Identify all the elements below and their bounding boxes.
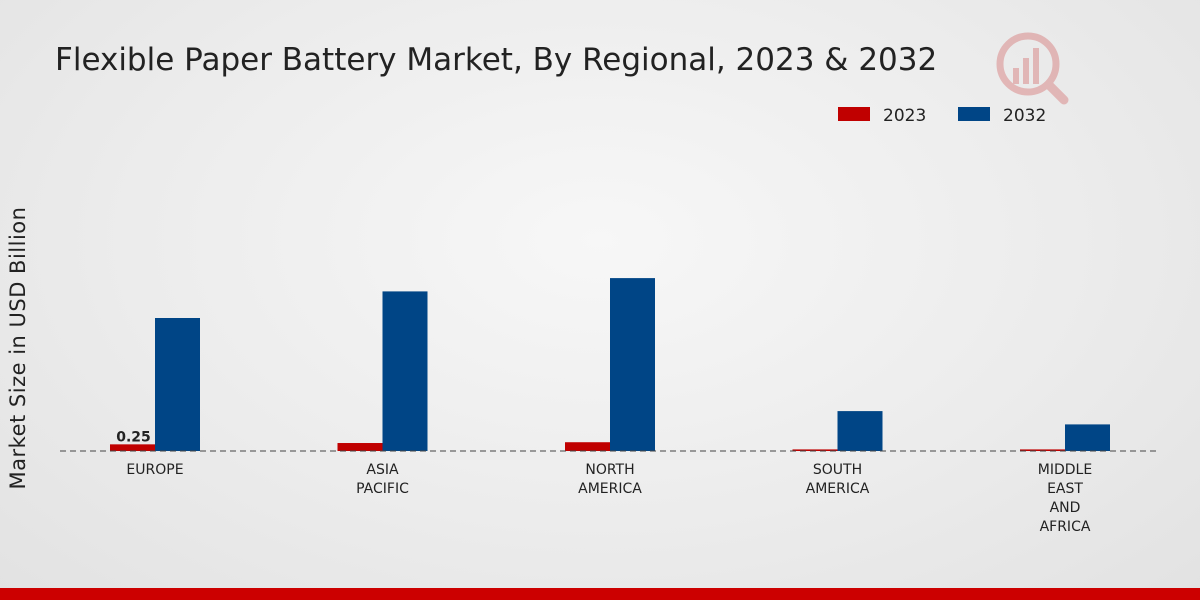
legend: 2023 2032 bbox=[838, 106, 1046, 126]
x-tick-line: SOUTH bbox=[813, 462, 862, 478]
footer-accent-bar bbox=[0, 588, 1200, 600]
x-tick-label: EUROPE bbox=[126, 462, 183, 478]
x-tick-line: NORTH bbox=[585, 462, 634, 478]
legend-swatch-2023 bbox=[838, 107, 870, 121]
x-tick-label: SOUTH AMERICA bbox=[806, 462, 870, 497]
x-tick-line: EUROPE bbox=[126, 462, 183, 478]
x-tick-label: NORTH AMERICA bbox=[578, 462, 642, 497]
data-label: 0.25 bbox=[116, 429, 151, 445]
x-tick-labels: EUROPE ASIA PACIFIC NORTH AMERICA SOUTH AMERIC… bbox=[126, 462, 1092, 535]
bar-2023-europe bbox=[110, 444, 155, 451]
bar-2032-south-america bbox=[837, 411, 883, 451]
bar-2023-middle-east-and-africa bbox=[1020, 449, 1065, 451]
bar-2032-asia-pacific bbox=[382, 291, 428, 451]
x-tick-line: PACIFIC bbox=[356, 481, 409, 497]
x-tick-line: AMERICA bbox=[806, 481, 870, 497]
bar-2023-asia-pacific bbox=[337, 443, 383, 451]
watermark-logo bbox=[996, 32, 1069, 105]
x-tick-line: MIDDLE bbox=[1038, 462, 1092, 478]
x-tick-line: ASIA bbox=[366, 462, 399, 478]
x-tick-line: AMERICA bbox=[578, 481, 642, 497]
bar-2032-north-america bbox=[610, 278, 655, 451]
x-tick-line: AND bbox=[1050, 500, 1081, 516]
bars-group bbox=[110, 278, 1110, 451]
bar-2032-middle-east-and-africa bbox=[1065, 424, 1110, 451]
y-axis-label: Market Size in USD Billion bbox=[6, 207, 30, 490]
bar-2023-south-america bbox=[792, 449, 838, 451]
bar-2023-north-america bbox=[565, 442, 610, 451]
x-tick-label: ASIA PACIFIC bbox=[356, 462, 409, 497]
chart-title: Flexible Paper Battery Market, By Region… bbox=[55, 42, 937, 78]
x-tick-line: EAST bbox=[1047, 481, 1083, 497]
data-labels: 0.25 bbox=[116, 429, 151, 445]
x-tick-line: AFRICA bbox=[1040, 519, 1091, 535]
bar-2032-europe bbox=[155, 318, 200, 451]
legend-label-2023: 2023 bbox=[883, 106, 926, 126]
legend-swatch-2032 bbox=[958, 107, 990, 121]
x-tick-label: MIDDLE EAST AND AFRICA bbox=[1038, 462, 1092, 535]
legend-label-2032: 2032 bbox=[1003, 106, 1046, 126]
